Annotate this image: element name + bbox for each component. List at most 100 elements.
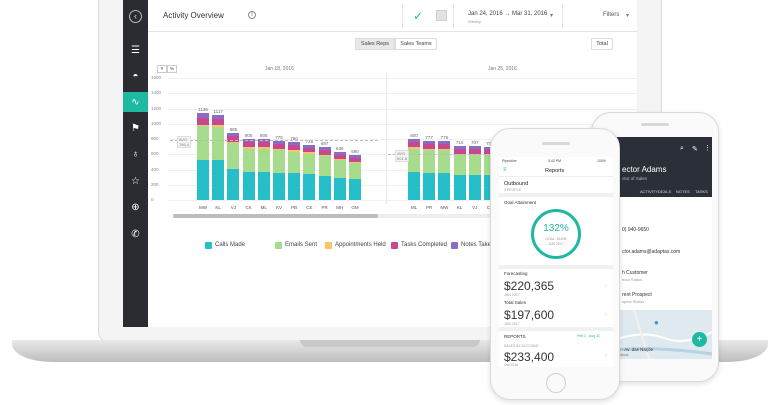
map[interactable]: ● 8 - Av. das Naçõe Lisboa + (614, 310, 712, 359)
bar-segment-notes-taken[interactable] (453, 145, 466, 149)
bar-segment-appointments-held[interactable] (333, 158, 346, 160)
bar-segment-tasks-completed[interactable] (349, 157, 361, 162)
bar-segment-notes-taken[interactable] (408, 139, 420, 143)
bar-segment-calls-made[interactable] (318, 175, 331, 200)
bar-segment-calls-made[interactable] (242, 171, 255, 200)
view-toggle-icon[interactable] (436, 10, 447, 21)
bar-segment-emails-sent[interactable] (257, 148, 270, 172)
bar-segment-emails-sent[interactable] (438, 150, 451, 173)
bar-segment-appointments-held[interactable] (349, 161, 361, 163)
legend-item[interactable]: Notes Taken (451, 240, 494, 250)
bar-segment-notes-taken[interactable] (438, 140, 451, 144)
bar-stack[interactable] (257, 138, 270, 200)
bar-stack[interactable] (227, 132, 240, 200)
bar-segment-calls-made[interactable] (468, 174, 481, 200)
bar-segment-notes-taken[interactable] (318, 146, 331, 151)
bar-segment-emails-sent[interactable] (468, 154, 481, 175)
tab-notes[interactable]: NOTES (676, 189, 690, 194)
legend-item[interactable]: Appointments Held (325, 240, 386, 250)
bar-stack[interactable] (423, 140, 436, 200)
tab-activity[interactable]: ACTIVITY (640, 189, 659, 194)
bar-segment-tasks-completed[interactable] (242, 142, 255, 148)
scroll-thumb[interactable] (173, 214, 378, 218)
bar-segment-appointments-held[interactable] (288, 150, 301, 152)
bar-segment-tasks-completed[interactable] (468, 149, 481, 154)
forecast-value[interactable]: $220,365 (504, 279, 555, 293)
contact-phone[interactable]: 0) 940-9650 (622, 227, 649, 233)
date-range[interactable]: Jan 24, 2016 → Mar 31, 2016 (468, 11, 548, 17)
count-toggle[interactable]: # (157, 65, 167, 73)
bar-segment-tasks-completed[interactable] (288, 145, 301, 151)
bar-stack[interactable] (273, 140, 285, 200)
percent-toggle[interactable]: % (167, 65, 177, 73)
sort-icon[interactable]: ☰ (131, 44, 140, 56)
bar-segment-calls-made[interactable] (197, 160, 209, 200)
tab-tasks[interactable]: TASKS (695, 189, 708, 194)
menu-icon[interactable]: ≡ (503, 167, 507, 173)
bar-segment-notes-taken[interactable] (303, 144, 316, 148)
bar-segment-emails-sent[interactable] (408, 148, 420, 172)
bar-segment-calls-made[interactable] (408, 171, 420, 200)
bar-segment-emails-sent[interactable] (197, 126, 209, 161)
bar-segment-emails-sent[interactable] (318, 155, 331, 176)
bar-segment-notes-taken[interactable] (212, 114, 225, 120)
bar-segment-calls-made[interactable] (257, 171, 270, 200)
bar-segment-tasks-completed[interactable] (453, 148, 466, 154)
bar-segment-calls-made[interactable] (423, 172, 436, 200)
tab-sales-reps[interactable]: Sales Reps (355, 38, 395, 50)
bar-segment-notes-taken[interactable] (197, 113, 209, 119)
bar-segment-calls-made[interactable] (303, 174, 316, 200)
more-icon[interactable]: ⋮ (704, 145, 711, 152)
bar-segment-tasks-completed[interactable] (257, 142, 270, 148)
bar-segment-notes-taken[interactable] (288, 142, 301, 146)
bar-segment-emails-sent[interactable] (453, 154, 466, 175)
add-icon[interactable]: ⊕ (131, 201, 140, 213)
bar-segment-tasks-completed[interactable] (408, 142, 420, 148)
bar-segment-emails-sent[interactable] (212, 126, 225, 161)
activity-pulse-icon[interactable]: ∿ (123, 92, 148, 112)
bar-stack[interactable] (303, 144, 316, 200)
bar-segment-tasks-completed[interactable] (212, 119, 225, 126)
bar-segment-appointments-held[interactable] (408, 147, 420, 149)
bar-segment-emails-sent[interactable] (227, 142, 240, 169)
tab-deals[interactable]: DEALS (658, 189, 672, 194)
bar-segment-calls-made[interactable] (349, 179, 361, 200)
bar-stack[interactable] (349, 155, 361, 200)
chevron-right-icon[interactable]: › (605, 312, 607, 318)
bar-segment-calls-made[interactable] (453, 174, 466, 200)
bar-stack[interactable] (288, 142, 301, 200)
bar-stack[interactable] (242, 138, 255, 200)
legend-item[interactable]: Tasks Completed (391, 240, 447, 250)
phone-icon[interactable]: ✆ (131, 228, 140, 240)
bar-segment-appointments-held[interactable] (438, 148, 451, 151)
bar-segment-tasks-completed[interactable] (423, 143, 436, 149)
reports-range[interactable]: Feb 1 - Aug 31 (577, 334, 600, 338)
bar-segment-notes-taken[interactable] (273, 140, 285, 145)
bar-segment-emails-sent[interactable] (303, 153, 316, 175)
tab-sales-teams[interactable]: Sales Teams (395, 38, 437, 50)
bar-segment-emails-sent[interactable] (273, 150, 285, 173)
flag-icon[interactable]: ⚑ (131, 122, 140, 134)
chevron-right-icon[interactable]: › (605, 283, 607, 289)
legend-item[interactable]: Calls Made (205, 240, 245, 250)
chevron-down-icon[interactable]: ▾ (626, 13, 630, 19)
bar-stack[interactable] (408, 139, 420, 200)
bar-stack[interactable] (318, 146, 331, 200)
bar-stack[interactable] (333, 151, 346, 200)
bar-segment-appointments-held[interactable] (453, 153, 466, 155)
info-icon[interactable]: i (248, 11, 256, 19)
total-sales-value[interactable]: $197,600 (504, 308, 555, 322)
bar-segment-appointments-held[interactable] (227, 141, 240, 143)
bar-segment-tasks-completed[interactable] (438, 143, 451, 149)
account-value[interactable]: $233,400 (504, 350, 555, 364)
bar-segment-tasks-completed[interactable] (318, 150, 331, 155)
map-pin-icon[interactable]: ● (654, 318, 659, 327)
bar-segment-appointments-held[interactable] (318, 154, 331, 156)
bar-segment-appointments-held[interactable] (212, 125, 225, 127)
bar-segment-calls-made[interactable] (288, 173, 301, 200)
bar-stack[interactable] (197, 113, 209, 200)
bar-segment-notes-taken[interactable] (333, 151, 346, 155)
bar-stack[interactable] (438, 140, 451, 200)
bar-segment-tasks-completed[interactable] (227, 136, 240, 142)
sidebar-back[interactable]: ‹ (123, 6, 148, 26)
